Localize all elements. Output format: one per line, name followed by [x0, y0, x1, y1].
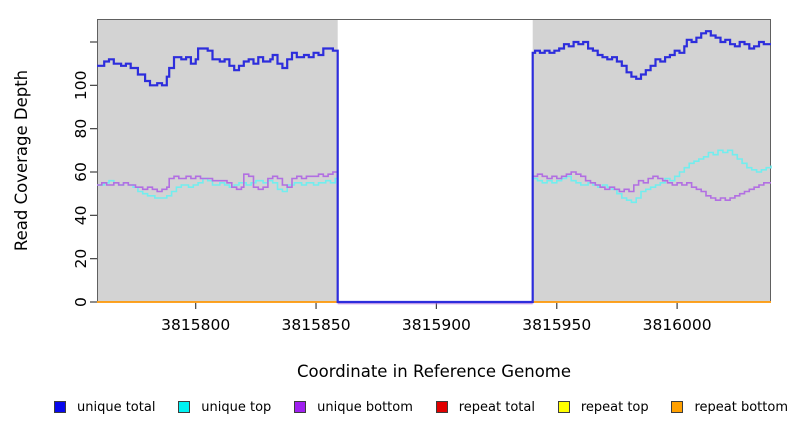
x-tick-label: 3815800	[161, 316, 230, 334]
y-tick-label: 100	[72, 71, 90, 101]
legend-label: repeat total	[458, 399, 535, 415]
legend-label: repeat bottom	[694, 399, 788, 415]
legend-label: unique bottom	[317, 399, 413, 415]
x-tick-label: 3815850	[282, 316, 351, 334]
legend: unique total unique top unique bottom re…	[54, 397, 788, 417]
legend-label: repeat top	[580, 399, 649, 415]
series-unique-top-line	[97, 149, 772, 303]
legend-item-unique-bottom: unique bottom	[294, 401, 413, 414]
unique-top-swatch-icon	[178, 401, 191, 413]
legend-item-repeat-bottom: repeat bottom	[671, 401, 788, 414]
y-tick-label: 80	[72, 119, 90, 139]
series-unique-total-line	[97, 30, 771, 304]
y-axis-title: Read Coverage Depth	[12, 70, 31, 251]
y-tick-label: 0	[72, 297, 90, 307]
repeat-top-swatch-icon	[557, 401, 570, 413]
legend-item-repeat-top: repeat top	[557, 399, 649, 415]
chart-layers: 3815800 3815850 3815900 3815950 3816000 0 20 40…	[72, 19, 772, 334]
x-axis-title: Coordinate in Reference Genome	[297, 362, 571, 381]
legend-item-unique-top: unique top	[178, 401, 271, 414]
x-tick-label: 3815950	[522, 316, 591, 334]
series-unique-bottom-line	[97, 171, 771, 303]
unique-total-swatch-icon	[54, 401, 66, 413]
repeat-total-swatch-icon	[435, 401, 448, 413]
gap-region	[337, 20, 533, 302]
legend-label: unique total	[77, 399, 156, 415]
y-tick-label: 20	[72, 249, 90, 269]
legend-item-repeat-total: repeat total	[435, 399, 535, 415]
legend-item-unique-total: unique total	[54, 401, 155, 414]
y-tick-label: 60	[72, 162, 90, 182]
x-tick-label: 3815900	[402, 316, 471, 334]
y-tick-label: 40	[72, 205, 90, 225]
unique-bottom-swatch-icon	[294, 401, 307, 413]
x-tick-label: 3816000	[643, 316, 712, 334]
repeat-bottom-swatch-icon	[671, 401, 684, 413]
legend-label: unique top	[201, 399, 272, 415]
